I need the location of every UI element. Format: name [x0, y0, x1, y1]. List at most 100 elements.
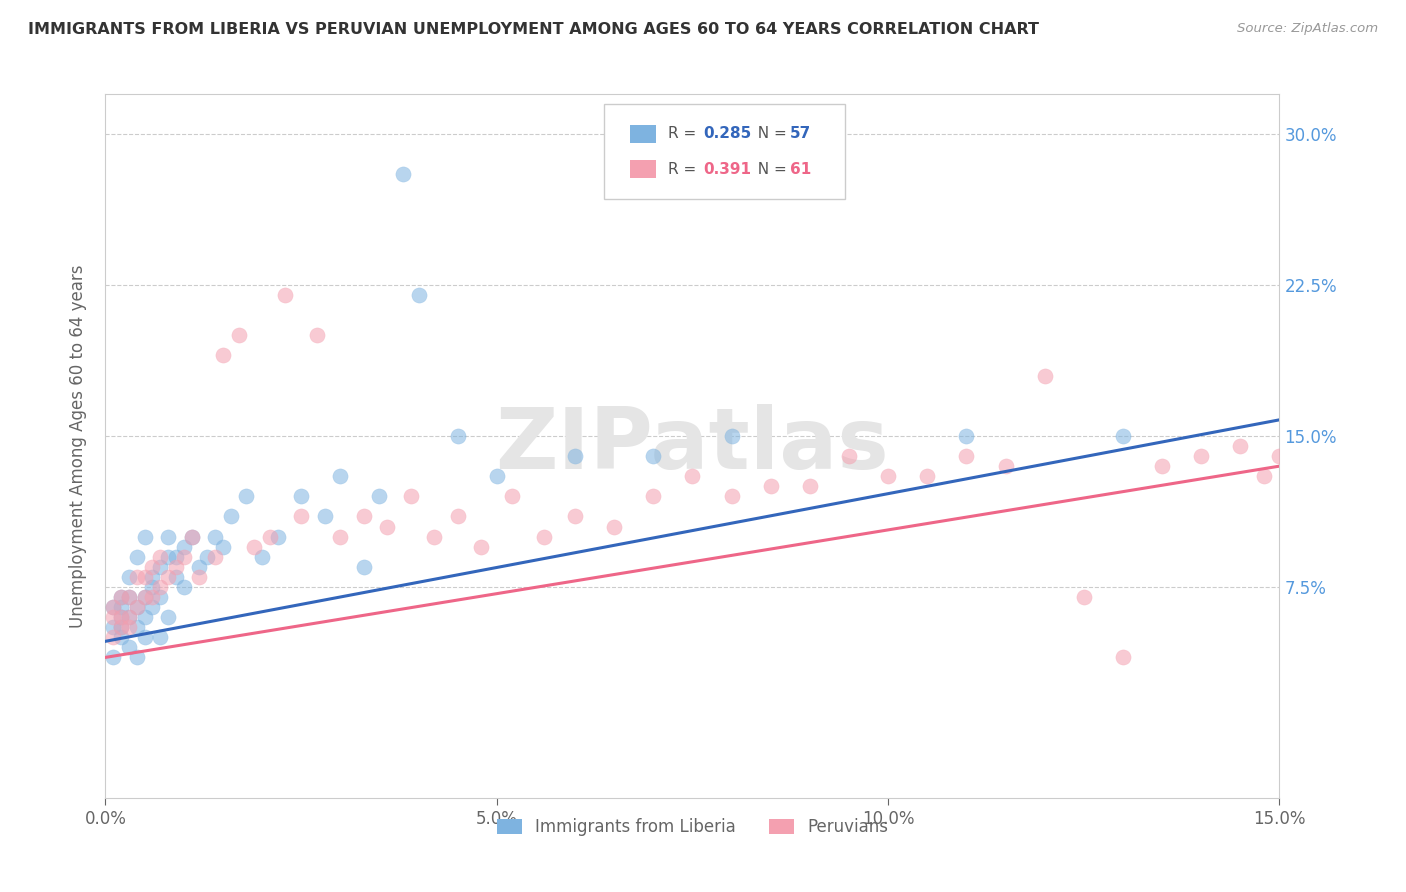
Point — [447, 429, 470, 443]
FancyBboxPatch shape — [605, 104, 845, 199]
Point — [219, 509, 242, 524]
Point — [1268, 449, 1291, 463]
Point — [211, 348, 233, 362]
Point — [211, 540, 233, 554]
Point — [110, 590, 132, 604]
Point — [118, 620, 141, 634]
Point — [720, 429, 742, 443]
Point — [149, 559, 172, 574]
Point — [917, 469, 939, 483]
Point — [165, 570, 187, 584]
Point — [141, 580, 163, 594]
Point — [134, 590, 156, 604]
Y-axis label: Unemployment Among Ages 60 to 64 years: Unemployment Among Ages 60 to 64 years — [69, 264, 87, 628]
Text: N =: N = — [748, 127, 792, 141]
Point — [118, 570, 141, 584]
Point — [329, 530, 352, 544]
Point — [157, 610, 180, 624]
Point — [188, 570, 211, 584]
Point — [1229, 439, 1251, 453]
Point — [110, 610, 132, 624]
Point — [955, 449, 977, 463]
Point — [799, 127, 821, 141]
Point — [994, 459, 1017, 474]
Point — [447, 509, 470, 524]
Point — [125, 600, 148, 615]
Point — [423, 530, 446, 544]
Point — [375, 519, 398, 533]
Point — [720, 489, 742, 503]
Point — [110, 600, 132, 615]
Point — [118, 640, 141, 655]
Point — [110, 620, 132, 634]
Point — [134, 530, 156, 544]
Point — [110, 590, 132, 604]
Text: 0.285: 0.285 — [703, 127, 751, 141]
Point — [392, 167, 415, 181]
Point — [134, 610, 156, 624]
Point — [173, 580, 195, 594]
Text: ZIPatlas: ZIPatlas — [495, 404, 890, 488]
Point — [1189, 449, 1212, 463]
Point — [877, 469, 900, 483]
Point — [125, 650, 148, 665]
Point — [157, 570, 180, 584]
Point — [195, 549, 218, 564]
Point — [118, 610, 141, 624]
Point — [259, 530, 281, 544]
Point — [643, 489, 665, 503]
Point — [149, 630, 172, 644]
Point — [110, 620, 132, 634]
Point — [799, 479, 821, 493]
Point — [1253, 469, 1275, 483]
Point — [682, 469, 704, 483]
Point — [1284, 459, 1306, 474]
Point — [125, 570, 148, 584]
Point — [125, 620, 148, 634]
Point — [103, 600, 125, 615]
Point — [165, 559, 187, 574]
Text: N =: N = — [748, 161, 792, 177]
Point — [1033, 368, 1056, 383]
Point — [157, 549, 180, 564]
Text: 57: 57 — [790, 127, 811, 141]
Point — [266, 530, 288, 544]
Point — [314, 509, 336, 524]
Point — [118, 590, 141, 604]
Point — [368, 489, 391, 503]
Point — [1299, 449, 1322, 463]
Point — [141, 570, 163, 584]
Point — [1073, 590, 1095, 604]
Point — [118, 610, 141, 624]
Point — [1152, 459, 1174, 474]
Point — [173, 540, 195, 554]
Point — [165, 549, 187, 564]
Point — [141, 590, 163, 604]
Point — [173, 549, 195, 564]
Point — [149, 580, 172, 594]
Point — [134, 570, 156, 584]
Text: 61: 61 — [790, 161, 811, 177]
Point — [149, 590, 172, 604]
Point — [470, 540, 492, 554]
Point — [250, 549, 273, 564]
Point — [134, 590, 156, 604]
Point — [1112, 650, 1135, 665]
Point — [118, 590, 141, 604]
Point — [564, 509, 586, 524]
Point — [103, 600, 125, 615]
Bar — [630, 161, 657, 178]
Point — [643, 449, 665, 463]
Point — [955, 429, 977, 443]
Point — [103, 610, 125, 624]
Point — [564, 449, 586, 463]
Point — [149, 549, 172, 564]
Point — [329, 469, 352, 483]
Point — [228, 328, 250, 343]
Point — [103, 650, 125, 665]
Text: R =: R = — [668, 161, 702, 177]
Point — [204, 549, 226, 564]
Point — [1112, 429, 1135, 443]
Point — [243, 540, 266, 554]
Point — [125, 549, 148, 564]
